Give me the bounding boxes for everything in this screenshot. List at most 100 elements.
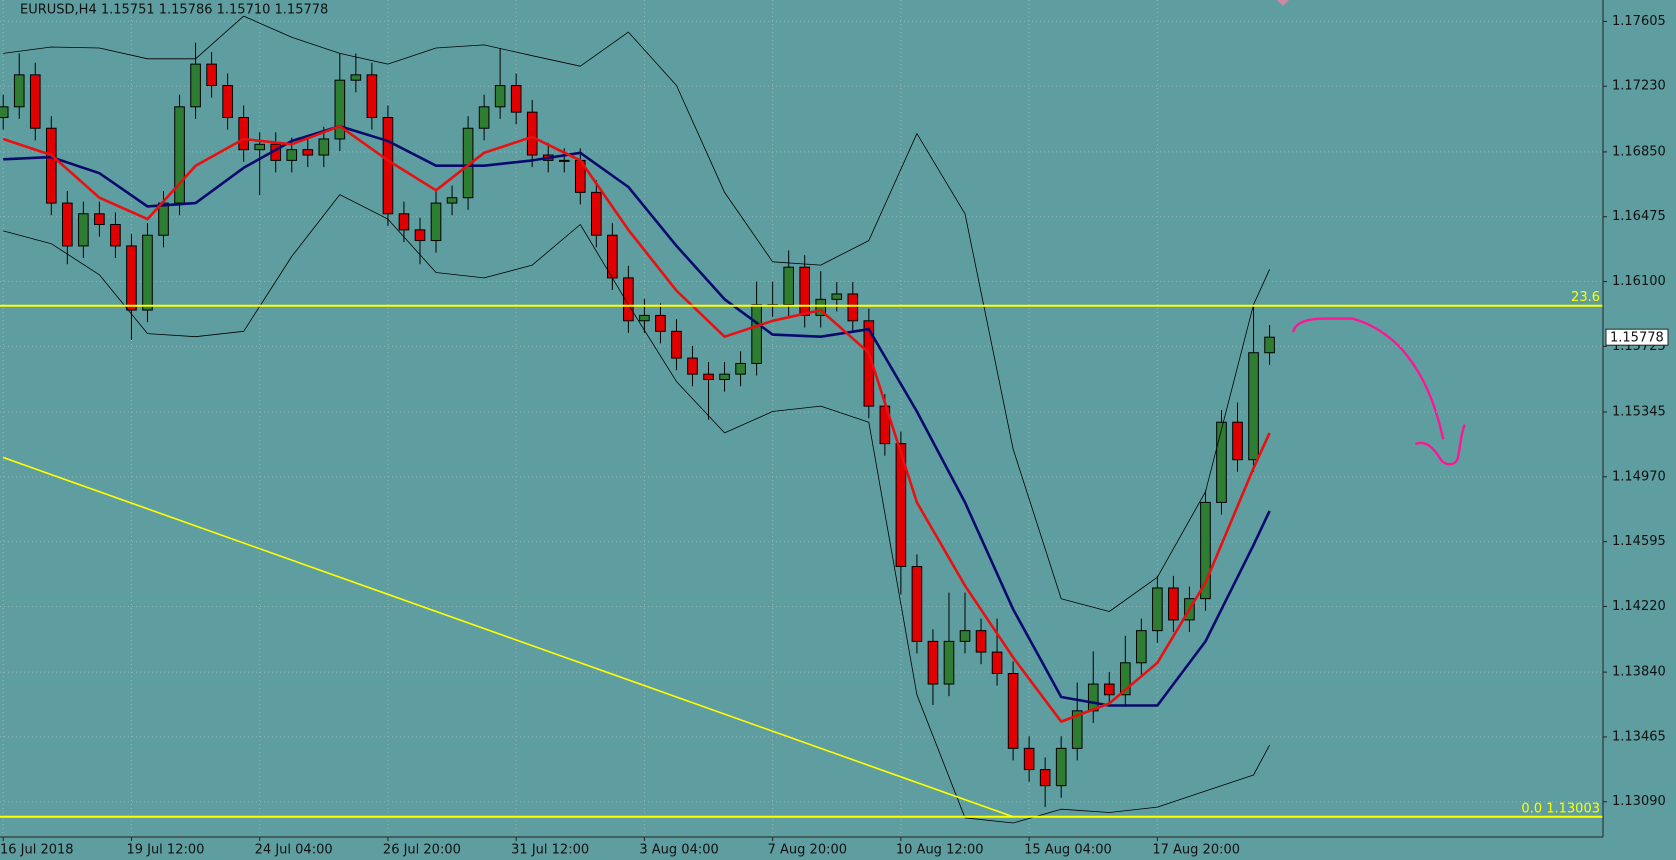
candle-body bbox=[927, 640, 939, 685]
candle-body bbox=[687, 357, 698, 375]
candle-body bbox=[911, 566, 923, 642]
candle-body bbox=[607, 234, 618, 279]
candle-body bbox=[831, 293, 843, 300]
candle-body bbox=[943, 640, 955, 685]
y-tick-label: 1.14970 bbox=[1612, 469, 1666, 484]
price-tag bbox=[1605, 328, 1669, 346]
x-tick-label: 15 Aug 04:00 bbox=[1024, 843, 1112, 858]
candle-body bbox=[783, 266, 794, 306]
candle-body bbox=[286, 149, 298, 161]
y-tick-label: 1.14595 bbox=[1612, 534, 1666, 549]
x-tick-label: 31 Jul 12:00 bbox=[511, 843, 589, 858]
candle-body bbox=[1152, 587, 1163, 632]
candle-body bbox=[478, 106, 490, 129]
candle-body bbox=[222, 85, 233, 119]
candle-body bbox=[1264, 336, 1275, 354]
candle-body bbox=[719, 373, 730, 381]
chart-title: EURUSD,H4 1.15751 1.15786 1.15710 1.1577… bbox=[20, 3, 328, 18]
candle-body bbox=[302, 149, 314, 156]
candle-body bbox=[1023, 747, 1035, 771]
candle-body bbox=[190, 63, 201, 108]
candle-body bbox=[1055, 747, 1067, 787]
indicator-line bbox=[3, 15, 1270, 612]
candle-body bbox=[94, 213, 105, 226]
x-tick-label: 26 Jul 20:00 bbox=[383, 843, 461, 858]
candle-body bbox=[639, 314, 650, 322]
marker bbox=[1277, 0, 1289, 6]
candle-body bbox=[510, 85, 522, 113]
candle-body bbox=[623, 277, 634, 322]
level-label: 0.0 1.13003 bbox=[1521, 801, 1600, 816]
x-tick-label: 3 Aug 04:00 bbox=[639, 843, 718, 858]
candle-body bbox=[1039, 769, 1051, 787]
candle-body bbox=[414, 229, 426, 242]
candle-body bbox=[366, 74, 378, 119]
candle-body bbox=[703, 373, 714, 381]
candle-body bbox=[494, 85, 506, 108]
candle-body bbox=[751, 304, 762, 364]
y-tick-label: 1.13465 bbox=[1612, 729, 1666, 744]
y-tick-label: 1.13840 bbox=[1612, 665, 1666, 680]
candle-body bbox=[446, 197, 458, 204]
candle-body bbox=[991, 651, 1003, 675]
indicator-line bbox=[3, 124, 1271, 707]
y-tick-label: 1.13090 bbox=[1612, 794, 1666, 809]
candle-body bbox=[1216, 421, 1227, 503]
x-tick-label: 10 Aug 12:00 bbox=[896, 843, 984, 858]
y-tick-label: 1.17605 bbox=[1612, 14, 1666, 29]
candle-body bbox=[558, 159, 570, 162]
y-tick-label: 1.17230 bbox=[1612, 79, 1666, 94]
x-tick-label: 7 Aug 20:00 bbox=[768, 843, 847, 858]
indicator-line bbox=[2, 124, 1271, 723]
candle-body bbox=[655, 314, 666, 332]
x-tick-label: 16 Jul 2018 bbox=[0, 843, 74, 858]
candle-body bbox=[1103, 683, 1115, 696]
price-tag-label: 1.15778 bbox=[1610, 331, 1664, 346]
candle-body bbox=[78, 213, 89, 247]
candle-body bbox=[959, 630, 971, 642]
candle-body bbox=[975, 630, 987, 653]
candle-body bbox=[350, 74, 362, 81]
candle-body bbox=[1007, 673, 1019, 749]
candle-body bbox=[254, 143, 265, 151]
candle-body bbox=[45, 127, 57, 204]
candle-body bbox=[895, 443, 907, 568]
candle-body bbox=[382, 117, 394, 215]
candle-body bbox=[29, 74, 41, 129]
candle-body bbox=[334, 79, 346, 140]
candle-body bbox=[591, 191, 602, 236]
candle-body bbox=[398, 213, 410, 231]
candle-body bbox=[799, 266, 811, 316]
candle-body bbox=[13, 74, 25, 108]
trendline bbox=[2, 456, 1014, 818]
candle-body bbox=[318, 138, 330, 156]
candle-body bbox=[1248, 352, 1259, 461]
candle-body bbox=[206, 63, 217, 87]
freehand-drawing bbox=[1292, 317, 1466, 466]
y-tick-label: 1.15345 bbox=[1612, 405, 1666, 420]
x-tick-label: 19 Jul 12:00 bbox=[126, 843, 204, 858]
candle-body bbox=[1136, 630, 1147, 664]
level-label: 23.6 bbox=[1571, 290, 1600, 305]
candle-body bbox=[238, 117, 249, 151]
candle-body bbox=[142, 234, 153, 311]
candle-body bbox=[1232, 421, 1243, 461]
y-tick-label: 1.16475 bbox=[1612, 209, 1666, 224]
candle-body bbox=[62, 202, 73, 247]
y-tick-label: 1.16850 bbox=[1612, 144, 1666, 159]
indicator-line bbox=[3, 194, 1270, 824]
candle-body bbox=[847, 293, 859, 322]
candle-body bbox=[110, 224, 121, 247]
y-tick-label: 1.16100 bbox=[1612, 274, 1666, 289]
candle-body bbox=[526, 111, 538, 156]
candle-body bbox=[0, 106, 9, 119]
candle-body bbox=[671, 330, 682, 359]
freehand-stroke bbox=[1292, 317, 1445, 440]
candle-body bbox=[1200, 501, 1211, 600]
freehand-stroke bbox=[1415, 424, 1466, 466]
candle-body bbox=[1119, 662, 1131, 696]
x-tick-label: 17 Aug 20:00 bbox=[1152, 843, 1240, 858]
